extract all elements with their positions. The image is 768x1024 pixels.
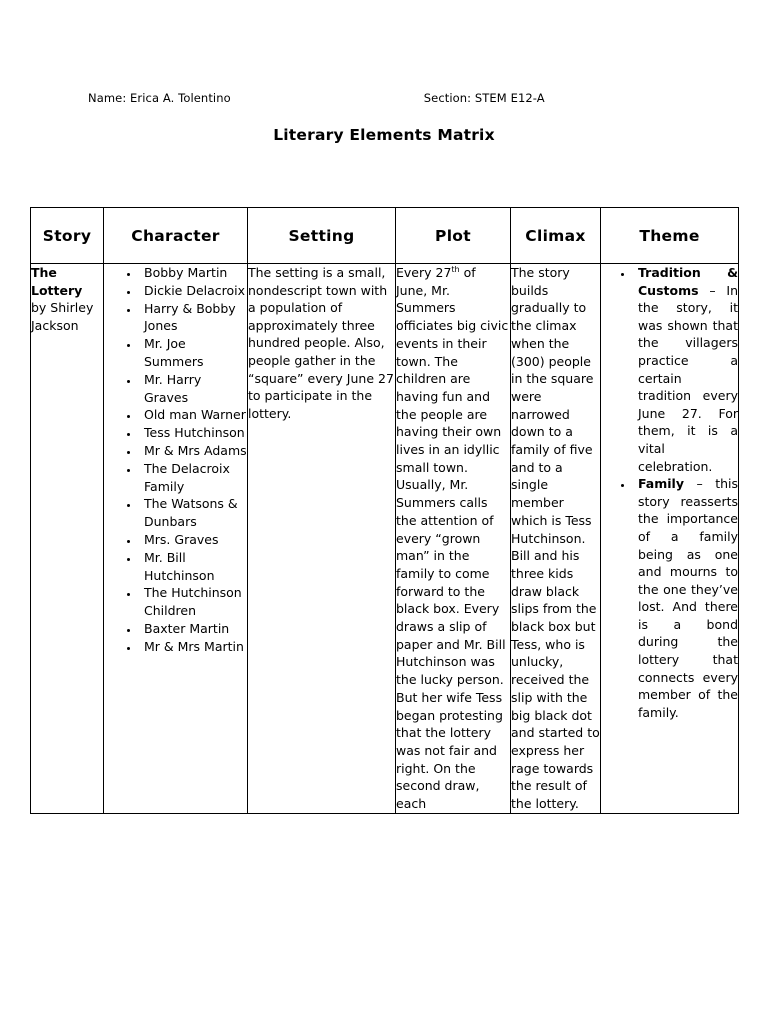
student-section: Section: STEM E12-A xyxy=(423,91,545,105)
story-title: The Lottery xyxy=(31,265,83,298)
list-item: The Watsons & Dunbars xyxy=(140,495,247,531)
list-item: Mr. Joe Summers xyxy=(140,335,247,371)
list-item: Mrs. Graves xyxy=(140,531,247,549)
list-item: Dickie Delacroix xyxy=(140,282,247,300)
cell-plot: Every 27th of June, Mr. Summers officiat… xyxy=(395,263,511,814)
cell-climax: The story builds gradually to the climax… xyxy=(510,263,601,814)
list-item: Old man Warner xyxy=(140,406,247,424)
theme-dash: – xyxy=(683,476,716,492)
student-info-row: Name: Erica A. Tolentino Section: STEM E1… xyxy=(88,91,668,105)
theme-text: In the story, it was shown that the vill… xyxy=(638,282,738,474)
list-item: Mr & Mrs Martin xyxy=(140,638,247,656)
table-row: The Lottery by Shirley Jackson Bobby Mar… xyxy=(30,263,739,814)
character-list: Bobby Martin Dickie Delacroix Harry & Bo… xyxy=(104,264,247,656)
setting-text: The setting is a small, nondescript town… xyxy=(248,265,394,421)
cell-character: Bobby Martin Dickie Delacroix Harry & Bo… xyxy=(103,263,248,814)
plot-text-body: of June, Mr. Summers officiates big civi… xyxy=(396,265,509,812)
literary-elements-matrix-table: Story Character Setting Plot Climax Them… xyxy=(30,207,739,814)
table-header-row: Story Character Setting Plot Climax Them… xyxy=(30,207,739,264)
list-item: Tess Hutchinson xyxy=(140,424,247,442)
theme-dash: – xyxy=(698,282,727,298)
cell-story: The Lottery by Shirley Jackson xyxy=(30,263,104,814)
list-item: Mr & Mrs Adams xyxy=(140,442,247,460)
list-item: Bobby Martin xyxy=(140,264,247,282)
story-byline: by Shirley Jackson xyxy=(31,300,94,333)
column-header-character: Character xyxy=(103,207,248,264)
list-item: Tradition & Customs – In the story, it w… xyxy=(634,264,738,475)
list-item: The Hutchinson Children xyxy=(140,584,247,620)
list-item: Mr. Bill Hutchinson xyxy=(140,549,247,585)
list-item: Mr. Harry Graves xyxy=(140,371,247,407)
column-header-plot: Plot xyxy=(395,207,511,264)
column-header-theme: Theme xyxy=(600,207,739,264)
page-title: Literary Elements Matrix xyxy=(273,126,495,144)
column-header-climax: Climax xyxy=(510,207,601,264)
theme-list: Tradition & Customs – In the story, it w… xyxy=(601,264,738,721)
column-header-setting: Setting xyxy=(247,207,396,264)
list-item: Baxter Martin xyxy=(140,620,247,638)
theme-text: this story reasserts the importance of a… xyxy=(638,476,738,720)
list-item: Harry & Bobby Jones xyxy=(140,300,247,336)
theme-label: Tradition & Customs xyxy=(638,265,738,298)
list-item: The Delacroix Family xyxy=(140,460,247,496)
student-name: Name: Erica A. Tolentino xyxy=(88,91,231,105)
plot-text-lead: Every 27 xyxy=(396,265,452,280)
climax-text: The story builds gradually to the climax… xyxy=(511,265,600,812)
plot-ordinal-suffix: th xyxy=(451,264,460,274)
theme-label: Family xyxy=(638,476,684,492)
cell-setting: The setting is a small, nondescript town… xyxy=(247,263,396,814)
column-header-story: Story xyxy=(30,207,104,264)
list-item: Family – this story reasserts the import… xyxy=(634,475,738,721)
cell-theme: Tradition & Customs – In the story, it w… xyxy=(600,263,739,814)
